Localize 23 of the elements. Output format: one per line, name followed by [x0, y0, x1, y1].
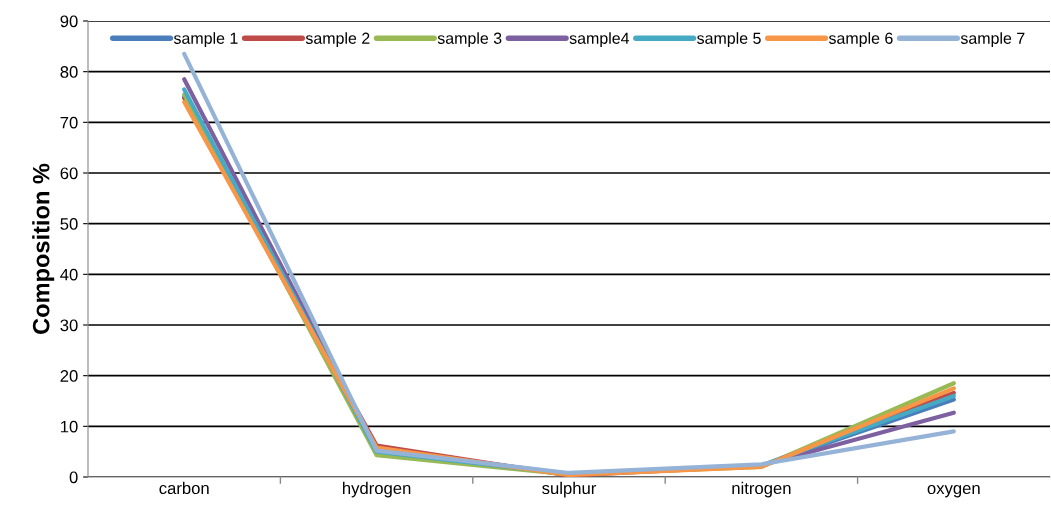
y-tick-label: 60: [60, 167, 78, 180]
legend-label: sample 7: [960, 32, 1025, 48]
legend-label: sample4: [569, 32, 630, 48]
y-tick-label: 70: [60, 116, 78, 129]
y-tick-label: 30: [60, 319, 78, 332]
legend-label: sample 5: [697, 32, 761, 48]
y-tick-label: 50: [60, 218, 78, 230]
y-tick-label: 40: [60, 268, 78, 281]
x-tick-label: sulphur: [542, 481, 597, 498]
legend-label: sample 3: [437, 32, 502, 48]
y-tick-label: 20: [60, 370, 78, 382]
legend-label: sample 1: [173, 32, 238, 48]
y-tick-label: 0: [69, 471, 78, 484]
x-tick-label: nitrogen: [732, 481, 791, 498]
x-tick-label: hydrogen: [343, 481, 411, 498]
legend-label: sample 2: [305, 32, 370, 48]
legend-label: sample 6: [828, 32, 893, 48]
y-tick-label: 10: [61, 420, 78, 433]
x-tick-label: oxygen: [927, 484, 980, 498]
y-tick-label: 90: [60, 15, 78, 28]
x-tick-label: carbon: [159, 481, 209, 495]
y-tick-label: 80: [60, 66, 78, 78]
y-axis-title: Composition %: [32, 163, 55, 334]
